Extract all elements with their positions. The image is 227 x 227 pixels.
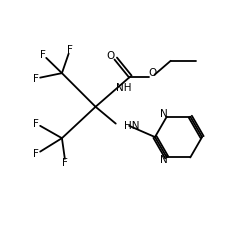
Text: F: F <box>33 118 39 128</box>
Text: NH: NH <box>116 83 131 93</box>
Text: HN: HN <box>123 121 139 131</box>
Text: N: N <box>160 155 167 165</box>
Text: F: F <box>33 74 39 84</box>
Text: F: F <box>40 50 46 60</box>
Text: O: O <box>149 68 157 78</box>
Text: O: O <box>107 51 115 61</box>
Text: F: F <box>33 149 39 159</box>
Text: N: N <box>160 109 167 119</box>
Text: F: F <box>62 158 68 168</box>
Text: F: F <box>67 44 73 55</box>
